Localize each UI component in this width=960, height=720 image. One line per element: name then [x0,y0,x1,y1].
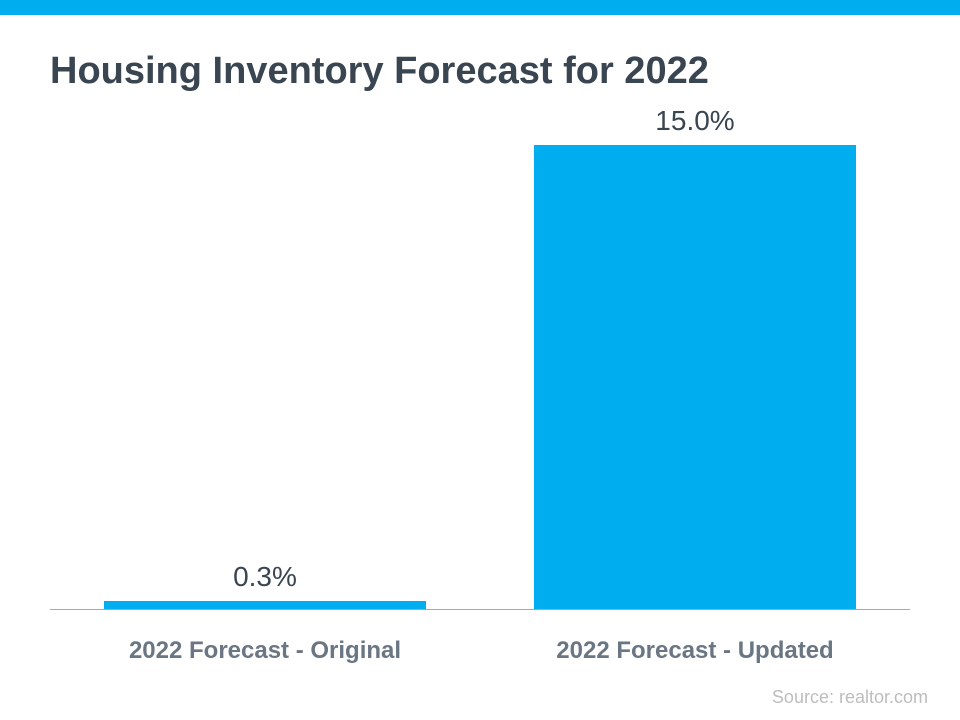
top-accent-border [0,0,960,15]
source-attribution: Source: realtor.com [772,687,928,708]
chart-plot-area: 0.3% 15.0% [50,145,910,610]
x-label-original: 2022 Forecast - Original [50,637,480,665]
x-axis-labels: 2022 Forecast - Original 2022 Forecast -… [50,637,910,665]
bar-value-label: 15.0% [480,105,910,137]
bar-value-label: 0.3% [50,561,480,593]
bar-updated [534,145,857,610]
bar-group-updated: 15.0% [480,145,910,610]
x-label-updated: 2022 Forecast - Updated [480,637,910,665]
x-axis-baseline [50,609,910,610]
chart-title: Housing Inventory Forecast for 2022 [50,50,960,93]
